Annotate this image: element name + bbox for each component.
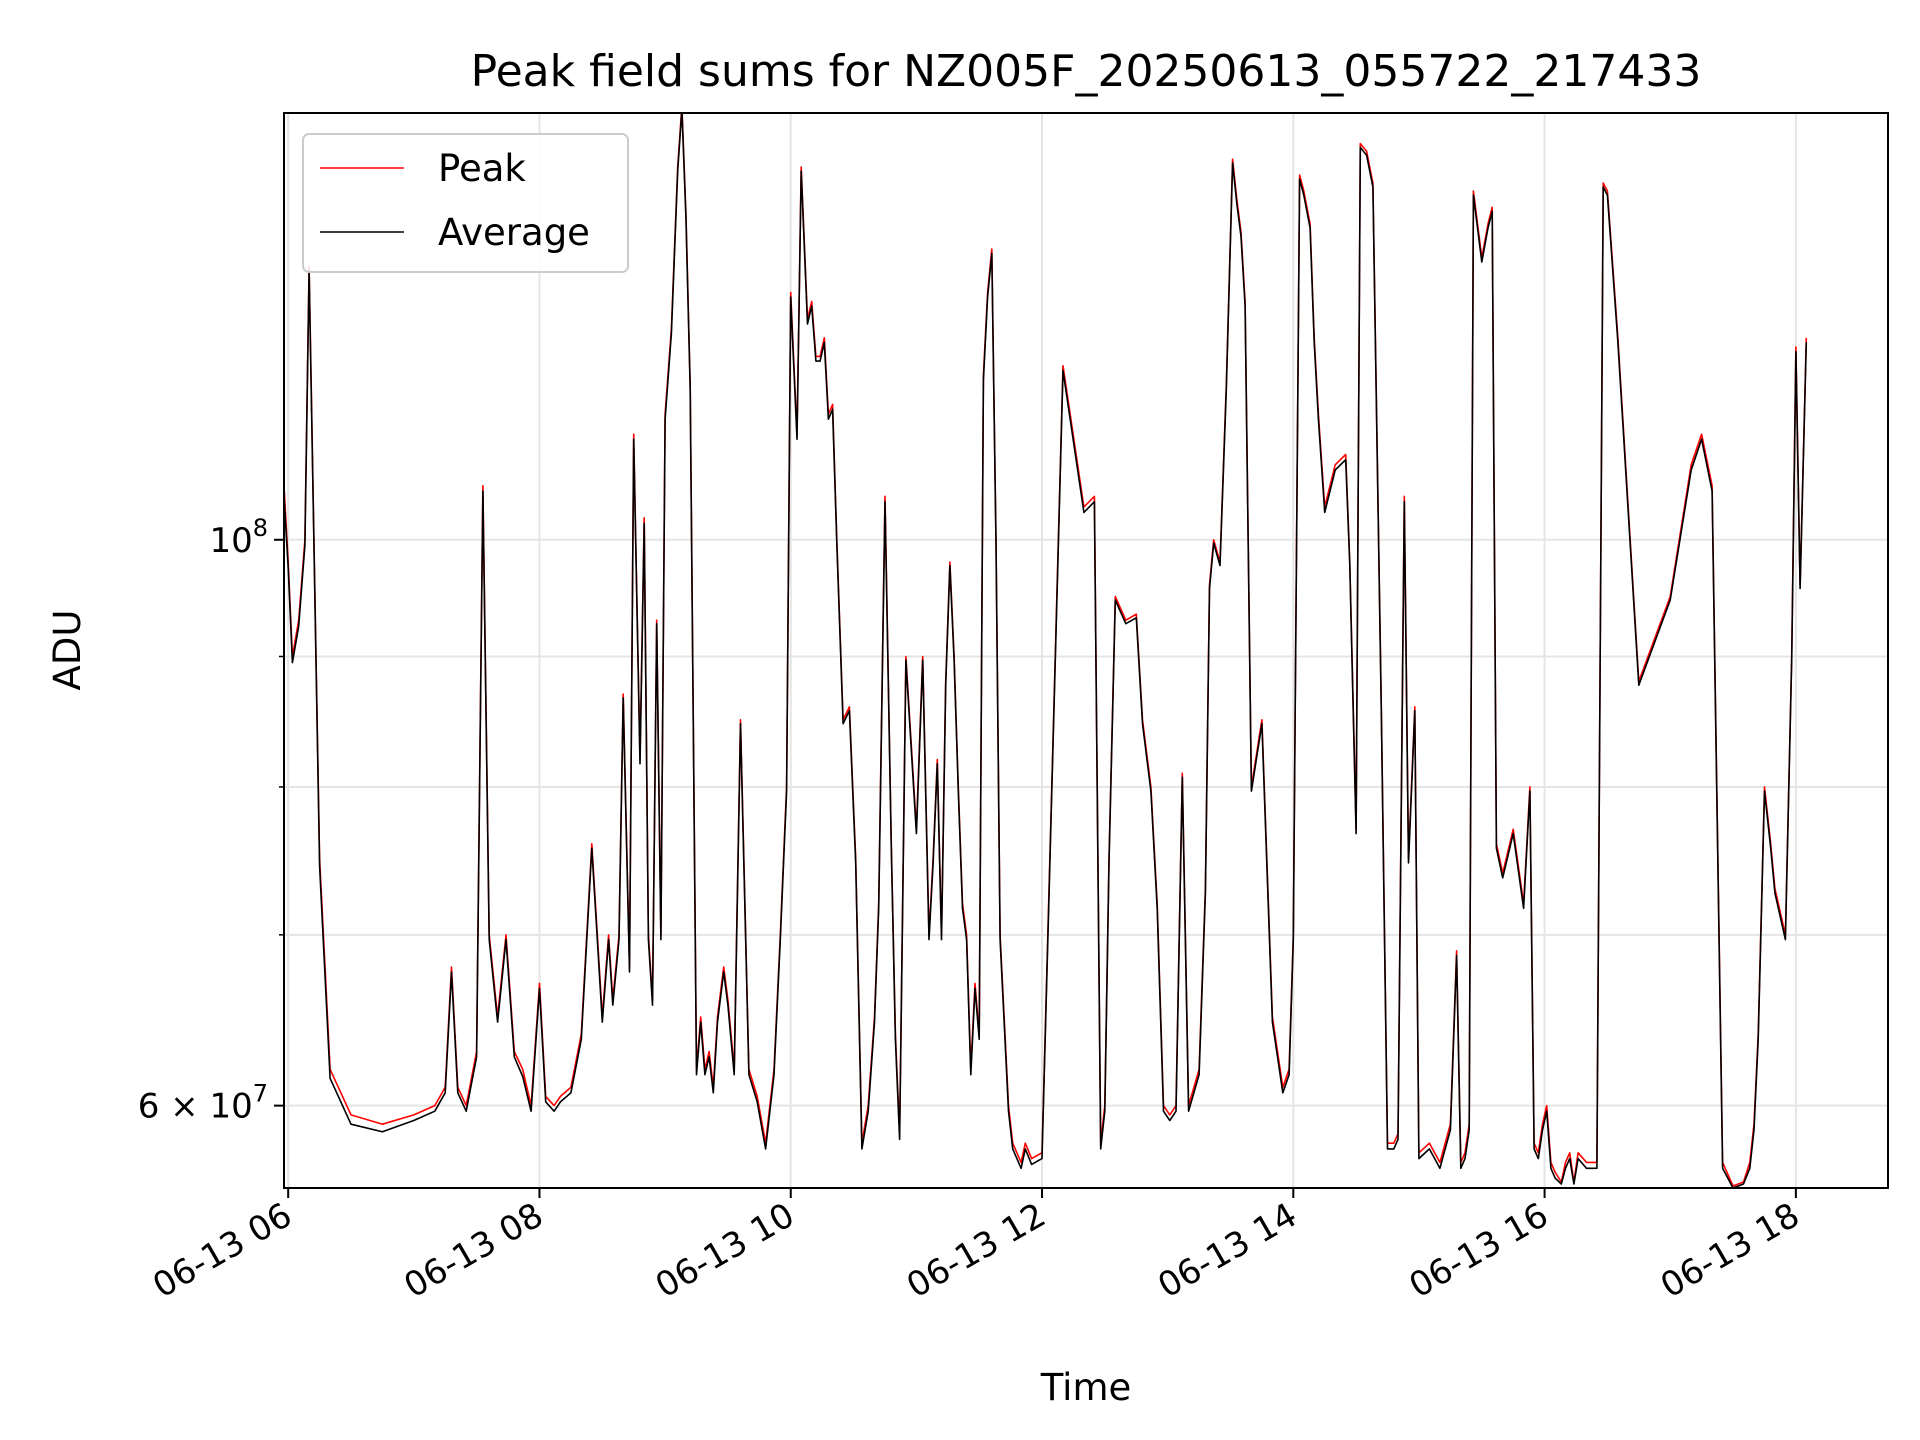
y-tick-label: 6 × 107	[138, 1080, 268, 1127]
legend-label-peak: Peak	[438, 147, 526, 190]
plot-frame	[283, 112, 1889, 1189]
x-axis-label: Time	[1040, 1366, 1132, 1409]
y-axis-label: ADU	[46, 610, 89, 691]
chart-title: Peak field sums for NZ005F_20250613_0557…	[471, 46, 1702, 97]
legend-label-average: Average	[438, 211, 590, 254]
legend: Peak Average	[302, 133, 629, 273]
series-line-average	[284, 113, 1808, 1188]
series-layer	[284, 113, 1808, 1188]
y-tick-label: 108	[209, 514, 268, 561]
